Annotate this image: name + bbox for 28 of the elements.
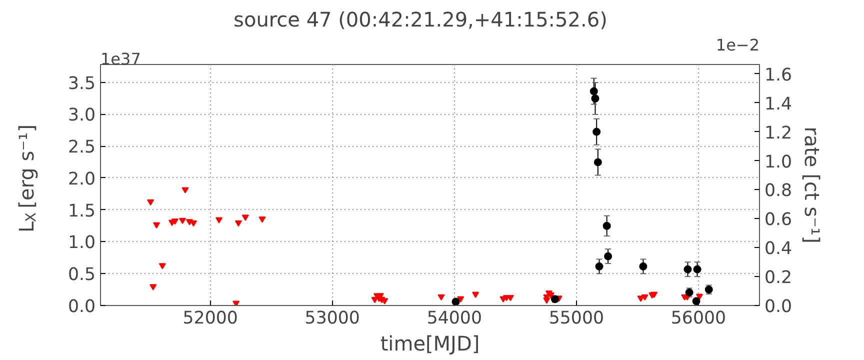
y-tick-label: 0.0 xyxy=(68,297,96,317)
y2-axis-title: rate [ct s⁻¹] xyxy=(800,126,824,244)
x-tick-label: 52000 xyxy=(182,308,238,328)
x-tick-label: 54000 xyxy=(426,308,482,328)
y-tick-label: 1.5 xyxy=(68,201,96,222)
y2-tick-label: 0.6 xyxy=(764,210,792,230)
y2-tick-label: 1.4 xyxy=(764,94,792,114)
y-tick-label: 3.5 xyxy=(68,74,96,94)
x-tick-label: 56000 xyxy=(670,308,726,328)
y2-tick-label: 0.4 xyxy=(764,239,792,260)
x-tick-label: 55000 xyxy=(548,308,604,328)
y2-tick-label: 0.8 xyxy=(764,181,792,202)
y-tick-label: 2.5 xyxy=(68,138,96,158)
y2-tick-label: 0.0 xyxy=(764,297,792,317)
y-tick-label: 0.5 xyxy=(68,265,96,286)
y-tick-label: 3.0 xyxy=(68,106,96,126)
annotation: 1e37 xyxy=(100,50,141,68)
y2-tick-label: 0.2 xyxy=(764,268,792,288)
chart-title: source 47 (00:42:21.29,+41:15:52.6) xyxy=(234,8,608,32)
y2-tick-label: 1.0 xyxy=(764,152,792,172)
y-tick-label: 1.0 xyxy=(68,233,96,254)
x-tick-label: 53000 xyxy=(304,308,360,328)
y2-tick-label: 1.6 xyxy=(764,65,792,86)
y2-tick-label: 1.2 xyxy=(764,123,792,144)
y-tick-label: 2.0 xyxy=(68,169,96,190)
y-axis-title: LX [erg s⁻¹] xyxy=(14,124,40,233)
x-axis-title: time[MJD] xyxy=(380,332,480,356)
text: 1e−2 xyxy=(716,36,760,54)
